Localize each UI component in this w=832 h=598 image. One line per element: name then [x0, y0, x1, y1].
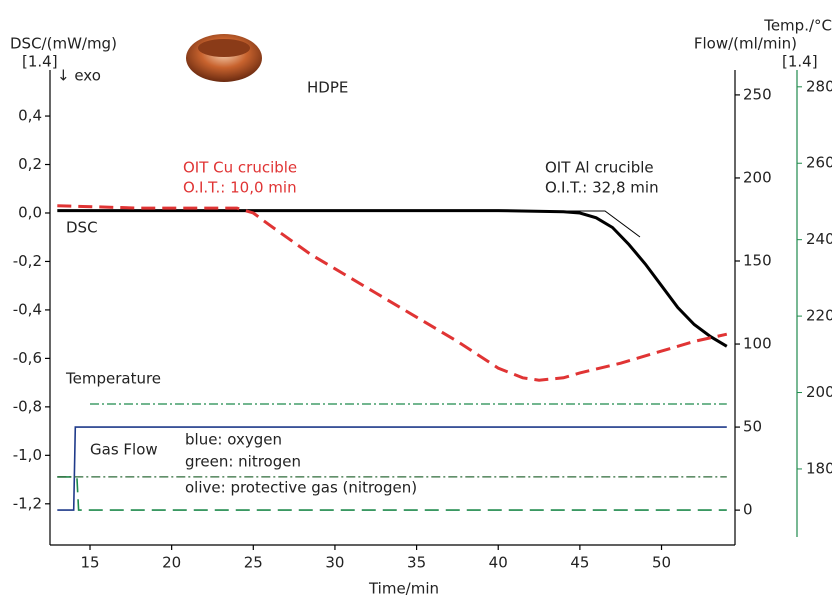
- data-line: [57, 209, 728, 348]
- y-tick-label: 0,2: [18, 155, 42, 173]
- x-tick-label: 40: [489, 554, 508, 572]
- annotation: Temperature: [65, 370, 161, 388]
- annotation: O.I.T.: 32,8 min: [545, 179, 659, 197]
- y2-tick-label: 50: [743, 418, 762, 436]
- y2-tick-label: 250: [743, 85, 772, 103]
- y-tick-label: 0,4: [18, 107, 42, 125]
- x-axis-label: Time/min: [368, 580, 439, 598]
- title: HDPE: [307, 79, 348, 97]
- y2-axis-label: Flow/(ml/min): [694, 35, 797, 53]
- x-tick-label: 15: [80, 554, 99, 572]
- y3-unit-note: [1.4]: [782, 53, 818, 71]
- y-tick-label: -0,2: [13, 252, 42, 270]
- annotation: Gas Flow: [90, 441, 158, 459]
- y3-axis-label: Temp./°C: [763, 17, 832, 35]
- x-tick-label: 35: [407, 554, 426, 572]
- annotation: O.I.T.: 10,0 min: [183, 179, 297, 197]
- x-tick-label: 25: [244, 554, 263, 572]
- x-tick-label: 45: [570, 554, 589, 572]
- y2-tick-label: 0: [743, 501, 753, 519]
- y-tick-label: -0,6: [13, 349, 42, 367]
- y3-tick-label: 180: [806, 459, 832, 477]
- y2-tick-label: 150: [743, 251, 772, 269]
- y3-tick-label: 280: [806, 77, 832, 95]
- y-tick-label: -1,2: [13, 494, 42, 512]
- y-tick-label: -0,4: [13, 300, 42, 318]
- y3-tick-label: 200: [806, 383, 832, 401]
- annotation: OIT Cu crucible: [183, 159, 297, 177]
- tangent-lines: [232, 210, 641, 238]
- y-axis-label: DSC/(mW/mg): [10, 35, 117, 53]
- y-unit-note: [1.4]: [22, 53, 58, 71]
- y-tick-label: 0,0: [18, 203, 42, 221]
- y2-tick-label: 200: [743, 168, 772, 186]
- data-line: [57, 476, 727, 511]
- crucible-image: [186, 34, 262, 82]
- y-tick-label: -0,8: [13, 397, 42, 415]
- annotation: OIT Al crucible: [545, 159, 654, 177]
- annotation: DSC: [66, 219, 98, 237]
- y3-tick-label: 220: [806, 307, 832, 325]
- x-tick-label: 50: [652, 554, 671, 572]
- y3-tick-label: 240: [806, 230, 832, 248]
- y2-tick-label: 100: [743, 335, 772, 353]
- data-line: [57, 204, 728, 382]
- x-tick-label: 20: [162, 554, 181, 572]
- x-tick-label: 30: [325, 554, 344, 572]
- annotation: olive: protective gas (nitrogen): [185, 479, 417, 497]
- annotation: blue: oxygen: [185, 431, 282, 449]
- y-tick-label: -1,0: [13, 446, 42, 464]
- exo-label: ↓ exo: [57, 67, 101, 85]
- data-line: [57, 426, 727, 511]
- annotation: green: nitrogen: [185, 453, 301, 471]
- y3-tick-label: 260: [806, 154, 832, 172]
